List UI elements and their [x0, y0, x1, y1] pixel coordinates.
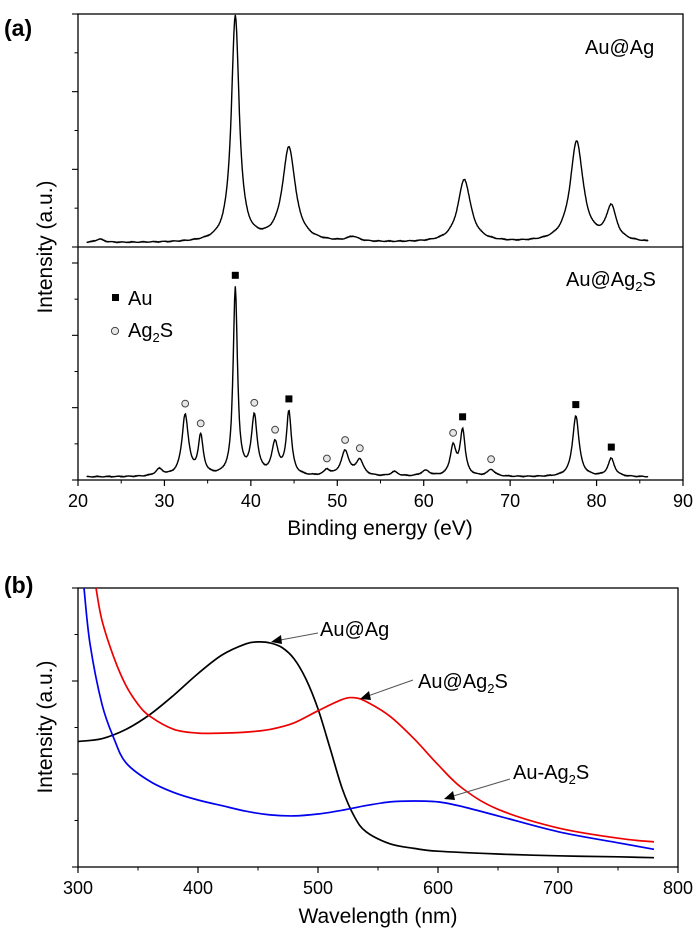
x-tick-label: 60 — [414, 491, 434, 511]
label-au-ag2s: Au@Ag2S — [566, 269, 656, 294]
x-tick-label: 500 — [303, 878, 333, 898]
label-au-ag2s-hetero-uv: Au-Ag2S — [513, 762, 589, 787]
au-peak-marker — [231, 271, 239, 279]
x-tick-label: 600 — [423, 878, 453, 898]
ag2s-peak-marker — [487, 455, 496, 464]
curve-annotations: Au@Ag Au@Ag2S Au-Ag2S — [271, 619, 589, 800]
x-tick-label: 50 — [327, 491, 347, 511]
peak-markers — [181, 271, 615, 464]
panel-b-ticks: 300 400 500 600 700 800 — [63, 587, 693, 898]
x-tick-label: 30 — [154, 491, 174, 511]
x-tick-label: 90 — [673, 491, 693, 511]
x-tick-label: 40 — [241, 491, 261, 511]
ag2s-peak-marker — [181, 399, 190, 408]
panel-b: (b) 300 400 500 600 700 800 Au@Ag Au@Ag2S Au-… — [4, 572, 693, 928]
legend-ag2s-marker — [110, 326, 120, 336]
ag2s-peak-marker — [449, 429, 458, 437]
panel-b-y-axis-title: Intensity (a.u.) — [34, 660, 57, 793]
x-tick-label: 20 — [68, 491, 88, 511]
panel-a: (a) 20 30 40 50 60 70 80 90 Au@Ag Au@Ag2S Au Ag… — [4, 13, 693, 540]
ag2s-peak-marker — [355, 444, 364, 453]
label-au-ag-top: Au@Ag — [585, 37, 654, 59]
ag2s-peak-marker — [323, 454, 331, 463]
series-line-au-ag2s — [86, 286, 649, 478]
legend-au-marker — [112, 294, 119, 301]
x-tick-label: 80 — [587, 491, 607, 511]
x-tick-label: 300 — [63, 878, 93, 898]
arrowhead-au-ag — [271, 635, 282, 644]
ag2s-peak-marker — [271, 425, 280, 434]
panel-b-label: (b) — [4, 572, 33, 598]
arrow-au-ag2s-hetero — [449, 778, 511, 798]
au-peak-marker — [572, 401, 580, 409]
series-line-au-ag2s-hetero-uv — [83, 587, 655, 851]
label-au-ag2s-uv: Au@Ag2S — [418, 671, 508, 696]
legend: Au Ag2S — [110, 288, 173, 345]
arrowhead-au-ag2s — [360, 691, 371, 700]
au-peak-marker — [459, 413, 467, 421]
panel-a-label: (a) — [4, 15, 32, 41]
legend-au-label: Au — [128, 288, 152, 310]
ag2s-peak-marker — [250, 398, 259, 407]
panel-a-y-axis-title: Intensity (a.u.) — [34, 180, 57, 313]
arrow-au-ag — [274, 632, 319, 642]
ag2s-peak-marker — [196, 419, 205, 428]
series-line-au-ag — [86, 14, 649, 244]
arrow-au-ag2s — [364, 679, 414, 698]
ag2s-peak-marker — [341, 436, 350, 444]
legend-ag2s-label: Ag2S — [128, 320, 173, 345]
series-line-au-ag-uv — [77, 641, 655, 859]
au-peak-marker — [607, 443, 615, 451]
panel-a-x-axis-title: Binding energy (eV) — [287, 517, 473, 540]
label-au-ag-uv: Au@Ag — [320, 619, 389, 641]
x-tick-label: 400 — [183, 878, 213, 898]
arrowhead-au-ag2s-hetero — [444, 791, 455, 800]
x-tick-label: 800 — [663, 878, 693, 898]
series-line-au-ag2s-uv — [95, 587, 655, 843]
panel-b-x-axis-title: Wavelength (nm) — [298, 905, 457, 928]
x-tick-label: 70 — [500, 491, 520, 511]
au-peak-marker — [285, 395, 293, 403]
panel-a-ticks: 20 30 40 50 60 70 80 90 — [68, 13, 693, 511]
x-tick-label: 700 — [543, 878, 573, 898]
